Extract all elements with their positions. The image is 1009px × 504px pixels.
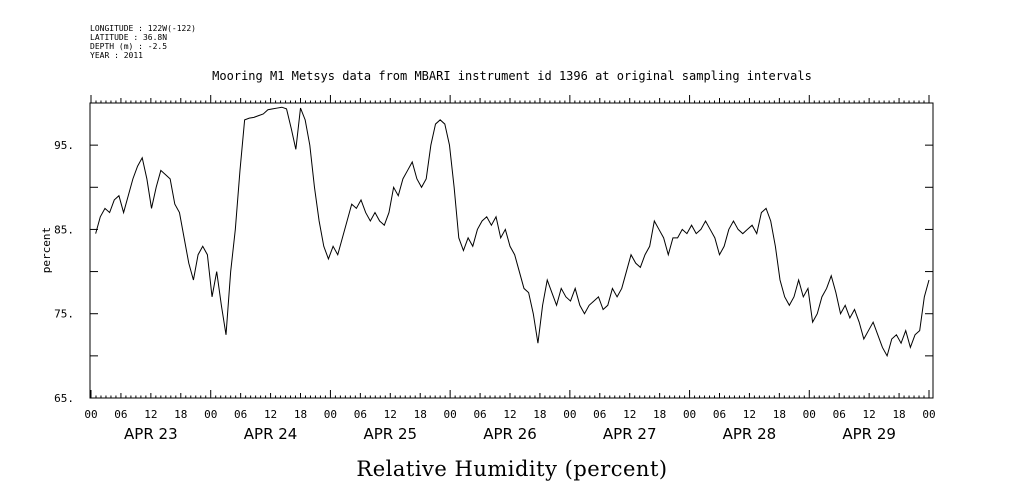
chart-caption: Relative Humidity (percent) <box>356 457 667 481</box>
humidity-series-line <box>95 106 930 358</box>
x-tick-label: 12 <box>863 408 876 421</box>
date-label: APR 26 <box>483 425 537 443</box>
x-tick-label: 06 <box>234 408 247 421</box>
x-ticks <box>90 95 930 398</box>
y-tick-labels: 65. 75. 85. 95. <box>54 139 74 405</box>
date-label: APR 23 <box>124 425 178 443</box>
x-tick-label: 00 <box>922 408 935 421</box>
y-tick-label: 85. <box>54 223 74 236</box>
x-tick-label: 00 <box>204 408 217 421</box>
x-tick-label: 18 <box>773 408 786 421</box>
x-tick-label: 00 <box>803 408 816 421</box>
date-labels: APR 23 APR 24 APR 25 APR 26 APR 27 APR 28 APR … <box>124 425 896 443</box>
x-tick-label: 12 <box>743 408 756 421</box>
year-label: YEAR : 2011 <box>90 51 143 60</box>
x-tick-label: 12 <box>503 408 516 421</box>
y-tick-label: 65. <box>54 392 74 405</box>
x-tick-label: 00 <box>683 408 696 421</box>
x-tick-label: 18 <box>294 408 307 421</box>
y-ticks <box>90 102 933 399</box>
x-tick-label: 06 <box>473 408 486 421</box>
y-axis-label: percent <box>40 227 53 273</box>
x-tick-label: 18 <box>414 408 427 421</box>
date-label: APR 25 <box>363 425 417 443</box>
chart-title: Mooring M1 Metsys data from MBARI instru… <box>212 69 812 83</box>
date-label: APR 27 <box>603 425 657 443</box>
x-tick-label: 06 <box>713 408 726 421</box>
depth-label: DEPTH (m) : -2.5 <box>90 42 167 51</box>
date-label: APR 24 <box>244 425 298 443</box>
x-tick-label: 18 <box>533 408 546 421</box>
x-tick-label: 06 <box>114 408 127 421</box>
x-tick-label: 18 <box>174 408 187 421</box>
x-tick-label: 00 <box>84 408 97 421</box>
x-tick-label: 06 <box>833 408 846 421</box>
date-label: APR 28 <box>723 425 777 443</box>
x-tick-label: 12 <box>264 408 277 421</box>
longitude-label: LONGITUDE : 122W(-122) <box>90 24 196 33</box>
plot-frame <box>89 102 934 399</box>
x-tick-label: 18 <box>892 408 905 421</box>
x-tick-label: 18 <box>653 408 666 421</box>
y-tick-label: 75. <box>54 308 74 321</box>
y-tick-label: 95. <box>54 139 74 152</box>
x-tick-label: 00 <box>563 408 576 421</box>
x-tick-label: 12 <box>384 408 397 421</box>
latitude-label: LATITUDE : 36.8N <box>90 33 167 42</box>
x-tick-labels: 00 06 12 18 00 06 12 18 00 06 12 18 00 06 12 18 00 06 12 18… <box>84 408 935 421</box>
date-label: APR 29 <box>842 425 896 443</box>
x-tick-label: 00 <box>444 408 457 421</box>
x-tick-label: 00 <box>324 408 337 421</box>
x-tick-label: 12 <box>623 408 636 421</box>
x-tick-label: 12 <box>144 408 157 421</box>
x-tick-label: 06 <box>593 408 606 421</box>
x-tick-label: 06 <box>354 408 367 421</box>
